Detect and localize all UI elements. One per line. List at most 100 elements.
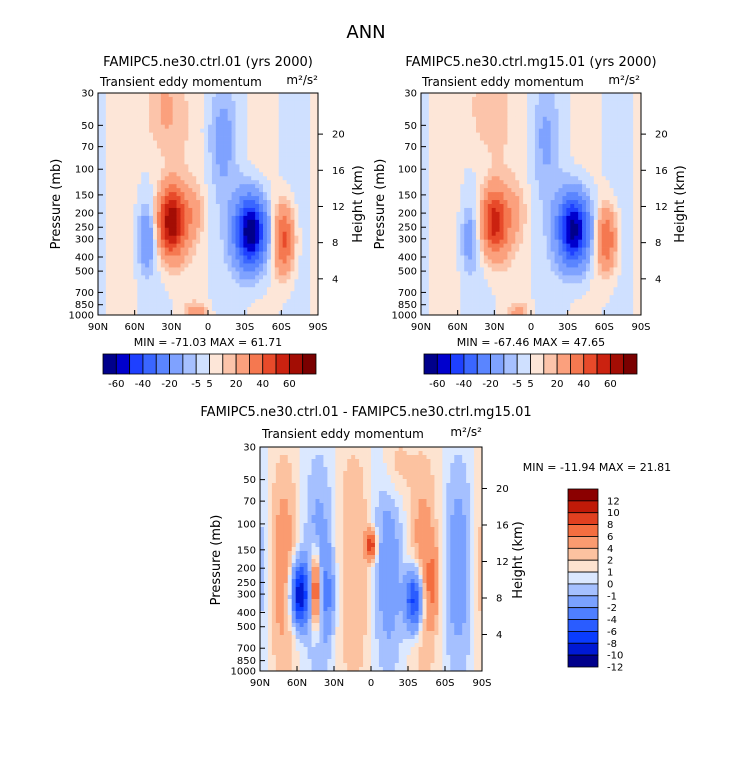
contour-cell xyxy=(121,128,126,133)
contour-cell xyxy=(550,132,555,137)
contour-cell xyxy=(168,100,173,106)
contour-cell xyxy=(145,207,150,213)
contour-cell xyxy=(468,211,473,217)
contour-cell xyxy=(542,124,548,130)
contour-cell xyxy=(259,140,264,145)
contour-cell xyxy=(243,136,248,141)
contour-cell xyxy=(239,132,244,137)
contour-cell xyxy=(149,311,154,316)
contour-cell xyxy=(298,136,303,141)
contour-cell xyxy=(105,128,111,133)
contour-cell xyxy=(586,140,591,145)
contour-cell xyxy=(145,120,150,126)
contour-cell xyxy=(219,223,225,229)
contour-cell xyxy=(519,207,524,213)
contour-cell xyxy=(259,116,264,122)
contour-cell xyxy=(452,108,457,114)
contour-cell xyxy=(153,93,158,98)
contour-cell xyxy=(593,188,599,193)
contour-cell xyxy=(274,108,280,114)
contour-cell xyxy=(176,207,181,213)
contour-cell xyxy=(109,96,115,102)
contour-cell xyxy=(483,160,489,165)
contour-cell xyxy=(586,132,591,137)
contour-cell xyxy=(290,120,295,126)
contour-cell xyxy=(117,247,122,252)
contour-cell xyxy=(519,204,524,209)
contour-cell xyxy=(192,231,197,237)
contour-cell xyxy=(479,96,485,102)
contour-cell xyxy=(436,148,441,153)
contour-cell xyxy=(476,96,481,102)
contour-cell xyxy=(184,263,189,268)
contour-cell xyxy=(215,235,221,241)
contour-cell xyxy=(215,271,221,276)
contour-cell xyxy=(113,207,118,213)
contour-cell xyxy=(125,180,130,185)
contour-cell xyxy=(164,303,170,308)
contour-cell xyxy=(251,148,256,153)
contour-cell xyxy=(531,188,536,193)
contour-cell xyxy=(101,271,107,276)
contour-cell xyxy=(101,243,107,248)
contour-cell xyxy=(125,93,130,98)
contour-cell xyxy=(562,120,567,126)
contour-cell xyxy=(192,211,197,217)
contour-cell xyxy=(476,180,481,185)
contour-cell xyxy=(310,204,315,209)
contour-cell xyxy=(310,279,315,284)
contour-cell xyxy=(495,168,500,173)
contour-cell xyxy=(180,239,185,244)
contour-cell xyxy=(597,144,603,149)
contour-cell xyxy=(609,104,614,110)
contour-cell xyxy=(432,100,438,106)
contour-cell xyxy=(546,164,551,169)
contour-cell xyxy=(266,108,272,114)
contour-cell xyxy=(184,112,189,118)
contour-cell xyxy=(211,211,217,217)
contour-cell xyxy=(219,152,225,157)
contour-cell xyxy=(613,204,618,209)
contour-cell xyxy=(180,251,185,256)
contour-cell xyxy=(231,267,236,272)
contour-cell xyxy=(633,207,638,213)
contour-cell xyxy=(578,164,583,169)
contour-cell xyxy=(290,275,295,280)
contour-cell xyxy=(243,235,248,241)
contour-cell xyxy=(113,172,118,177)
contour-cell xyxy=(219,108,225,114)
contour-cell xyxy=(306,223,311,229)
contour-cell xyxy=(597,160,603,165)
contour-cell xyxy=(511,116,516,122)
contour-cell xyxy=(302,223,307,229)
contour-cell xyxy=(633,152,638,157)
contour-cell xyxy=(479,112,485,118)
contour-cell xyxy=(290,100,295,106)
contour-cell xyxy=(589,93,595,98)
contour-cell xyxy=(196,152,201,157)
contour-cell xyxy=(188,120,193,126)
contour-cell xyxy=(503,184,508,189)
contour-cell xyxy=(586,211,591,217)
contour-cell xyxy=(235,223,240,229)
contour-cell xyxy=(625,180,630,185)
contour-cell xyxy=(188,243,193,248)
contour-cell xyxy=(444,128,449,133)
contour-cell xyxy=(515,124,520,130)
contour-cell xyxy=(239,239,244,244)
contour-cell xyxy=(113,128,118,133)
contour-cell xyxy=(133,247,138,252)
contour-cell xyxy=(278,160,283,165)
contour-cell xyxy=(278,255,283,260)
contour-cell xyxy=(491,176,496,181)
contour-cell xyxy=(231,239,236,244)
contour-cell xyxy=(235,207,240,213)
contour-cell xyxy=(113,283,118,288)
contour-cell xyxy=(105,215,111,221)
contour-cell xyxy=(472,104,477,110)
contour-cell xyxy=(274,148,280,153)
contour-cell xyxy=(597,180,603,185)
contour-cell xyxy=(534,215,540,221)
contour-cell xyxy=(310,311,315,316)
contour-cell xyxy=(586,188,591,193)
